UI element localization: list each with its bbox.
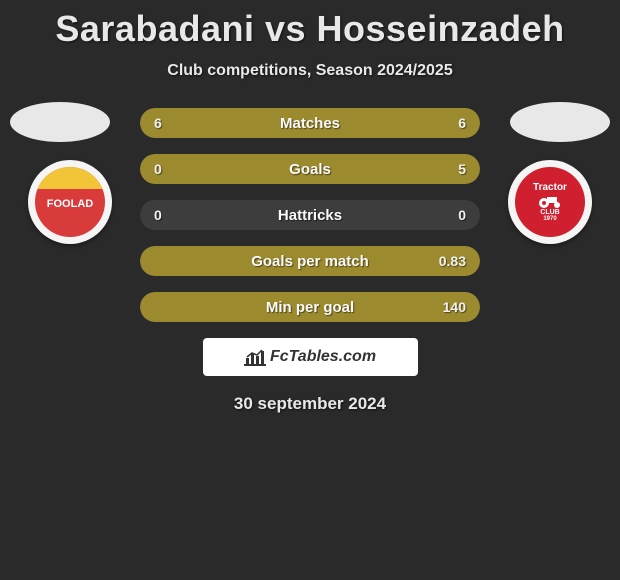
stat-value-left: 0: [154, 207, 162, 223]
stat-value-right: 0.83: [439, 253, 466, 269]
page-title: Sarabadani vs Hosseinzadeh: [0, 0, 620, 50]
club-badge-right-year: 1970: [543, 216, 556, 222]
stat-value-left: 0: [154, 161, 162, 177]
club-badge-left: FOOLAD: [28, 160, 112, 244]
subtitle: Club competitions, Season 2024/2025: [0, 62, 620, 80]
stat-value-right: 140: [443, 299, 466, 315]
avatar-right: [510, 102, 610, 142]
stat-label: Matches: [280, 115, 340, 132]
stat-row: Min per goal 140: [140, 292, 480, 322]
date-label: 30 september 2024: [0, 394, 620, 414]
stat-row: 0 Hattricks 0: [140, 200, 480, 230]
club-badge-right: Tractor CLUB 1970: [508, 160, 592, 244]
club-badge-right-name: Tractor: [533, 182, 567, 193]
stat-value-right: 6: [458, 115, 466, 131]
club-badge-left-name: FOOLAD: [47, 198, 93, 210]
brand-box[interactable]: FcTables.com: [203, 338, 418, 376]
chart-icon: [244, 348, 266, 366]
stat-row: 0 Goals 5: [140, 154, 480, 184]
brand-label: FcTables.com: [270, 348, 376, 366]
stat-value-right: 5: [458, 161, 466, 177]
club-badge-right-sub: CLUB: [540, 209, 559, 216]
stat-label: Min per goal: [266, 299, 354, 316]
stat-value-right: 0: [458, 207, 466, 223]
stat-value-left: 6: [154, 115, 162, 131]
stat-label: Hattricks: [278, 207, 342, 224]
stat-bars: 6 Matches 6 0 Goals 5 0 Hattricks 0 Goals per mat…: [140, 108, 480, 322]
stat-label: Goals: [289, 161, 331, 178]
tractor-icon: [537, 193, 563, 209]
comparison-panel: FOOLAD Tractor CLUB 1970 6 Matches 6 0 Goals…: [0, 108, 620, 414]
stat-row: Goals per match 0.83: [140, 246, 480, 276]
stat-label: Goals per match: [251, 253, 369, 270]
avatar-left: [10, 102, 110, 142]
stat-row: 6 Matches 6: [140, 108, 480, 138]
